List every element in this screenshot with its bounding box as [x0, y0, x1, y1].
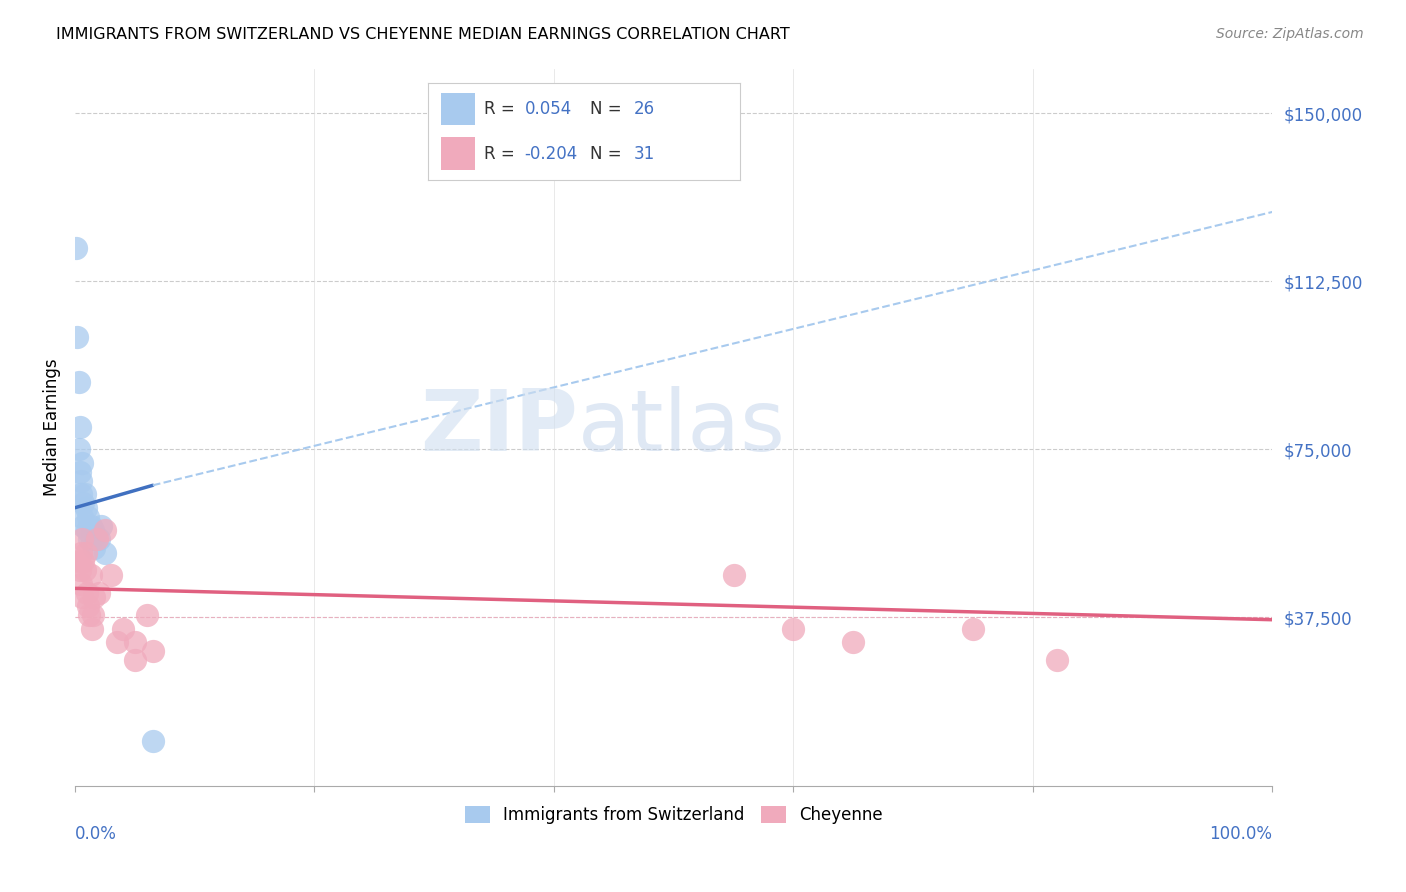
- Text: IMMIGRANTS FROM SWITZERLAND VS CHEYENNE MEDIAN EARNINGS CORRELATION CHART: IMMIGRANTS FROM SWITZERLAND VS CHEYENNE …: [56, 27, 790, 42]
- Point: [100, 568, 122, 582]
- Point: [82, 523, 104, 537]
- Point: [87, 586, 110, 600]
- Point: [87, 532, 110, 546]
- Point: [67, 375, 90, 389]
- Point: [72, 496, 94, 510]
- Text: ZIP: ZIP: [420, 385, 578, 468]
- Text: 100.0%: 100.0%: [1209, 825, 1272, 843]
- Y-axis label: Median Earnings: Median Earnings: [44, 359, 60, 496]
- Point: [111, 622, 134, 636]
- Point: [70, 532, 93, 546]
- Point: [76, 586, 98, 600]
- Text: Source: ZipAtlas.com: Source: ZipAtlas.com: [1216, 27, 1364, 41]
- Point: [1046, 653, 1069, 667]
- Point: [70, 545, 93, 559]
- Point: [94, 545, 117, 559]
- Point: [77, 599, 100, 614]
- Text: 0.0%: 0.0%: [75, 825, 117, 843]
- Point: [79, 532, 101, 546]
- Point: [66, 330, 89, 344]
- Point: [80, 532, 103, 546]
- Point: [72, 554, 94, 568]
- Legend: Immigrants from Switzerland, Cheyenne: Immigrants from Switzerland, Cheyenne: [458, 799, 890, 831]
- Point: [65, 241, 87, 255]
- Text: atlas: atlas: [578, 385, 786, 468]
- Point: [73, 487, 96, 501]
- Point: [842, 635, 865, 649]
- Point: [75, 545, 97, 559]
- Point: [124, 635, 146, 649]
- Point: [70, 487, 93, 501]
- Point: [83, 541, 105, 555]
- Point: [962, 622, 984, 636]
- Point: [86, 532, 108, 546]
- Point: [135, 608, 157, 623]
- Point: [70, 456, 93, 470]
- Point: [72, 518, 94, 533]
- Point: [142, 644, 165, 658]
- Point: [82, 608, 104, 623]
- Point: [124, 653, 146, 667]
- Point: [80, 622, 103, 636]
- Point: [94, 523, 117, 537]
- Point: [67, 554, 90, 568]
- Point: [84, 527, 107, 541]
- Point: [69, 420, 91, 434]
- Point: [723, 568, 745, 582]
- Point: [70, 591, 93, 605]
- Point: [79, 568, 101, 582]
- Point: [83, 591, 105, 605]
- Point: [79, 608, 101, 623]
- Point: [70, 474, 93, 488]
- Point: [105, 635, 128, 649]
- Point: [70, 509, 93, 524]
- Point: [70, 577, 93, 591]
- Point: [142, 733, 165, 747]
- Point: [90, 518, 112, 533]
- Point: [76, 523, 98, 537]
- Point: [69, 465, 91, 479]
- Point: [75, 500, 97, 515]
- Point: [77, 509, 100, 524]
- Point: [79, 518, 101, 533]
- Point: [69, 564, 91, 578]
- Point: [73, 564, 96, 578]
- Point: [782, 622, 804, 636]
- Point: [67, 442, 90, 457]
